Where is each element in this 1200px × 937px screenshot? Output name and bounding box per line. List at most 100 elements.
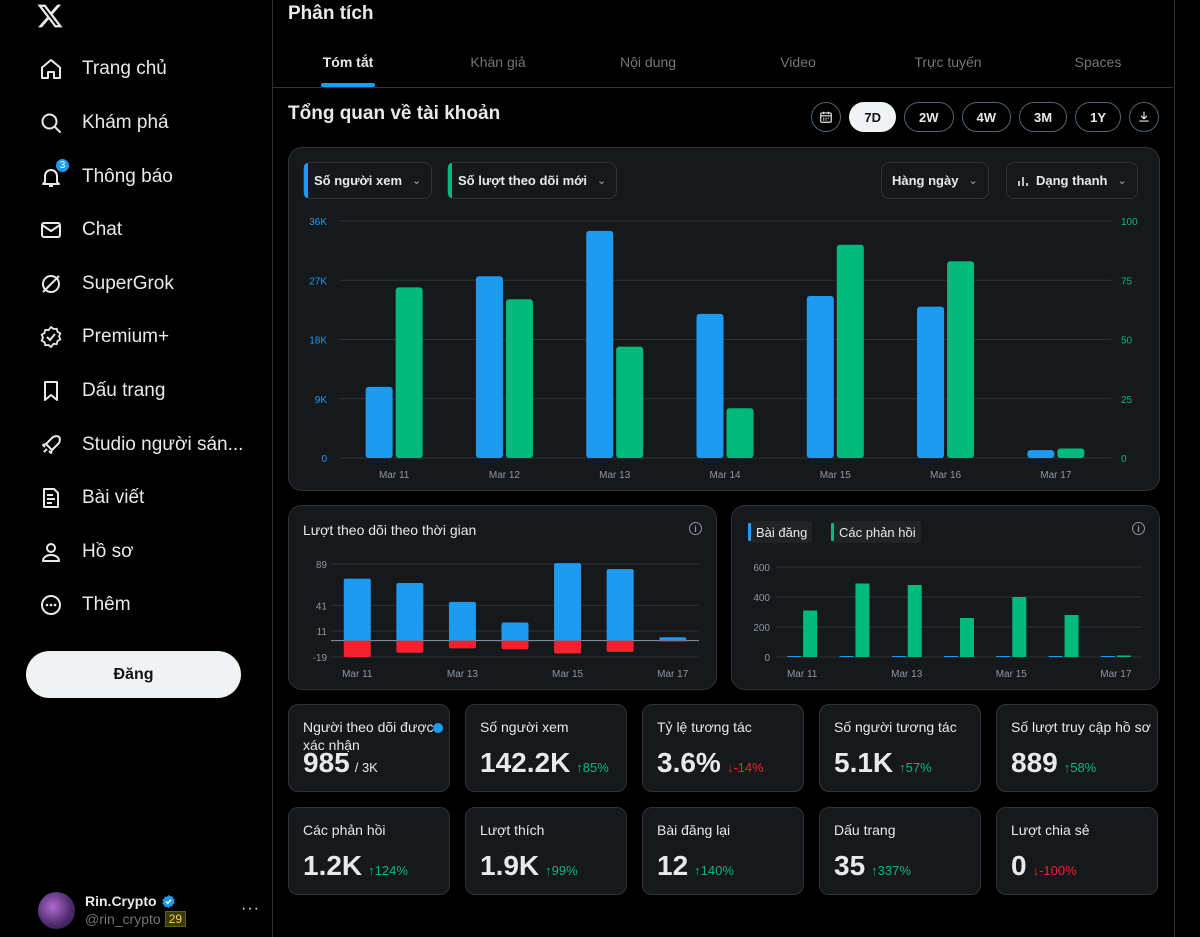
stat-card-impressions[interactable]: Số người xem 142.2K ↑85% bbox=[465, 704, 627, 792]
posts-chart-panel: Bài đăng Các phản hồi i 600 400 200 0 Mar 11… bbox=[731, 505, 1160, 690]
chevron-down-icon: ⌄ bbox=[412, 175, 422, 187]
followers-chart-title: Lượt theo dõi theo thời gian bbox=[303, 522, 477, 538]
range-2w-button[interactable]: 2W bbox=[904, 102, 954, 132]
article-icon bbox=[38, 485, 64, 511]
legend-posts[interactable]: Bài đăng bbox=[748, 521, 813, 543]
nav-chat[interactable]: Chat bbox=[26, 205, 134, 255]
info-icon[interactable]: i bbox=[1132, 522, 1145, 535]
stat-card-verified-followers[interactable]: Người theo dõi được xác nhận 985 / 3K bbox=[288, 704, 450, 792]
nav-bookmarks[interactable]: Dấu trang bbox=[26, 366, 177, 416]
y-tick-label: 400 bbox=[753, 593, 770, 604]
account-switcher[interactable]: Rin.Crypto @rin_crypto 29 ··· bbox=[38, 890, 260, 930]
nav-home[interactable]: Trang chủ bbox=[26, 44, 179, 94]
stat-value: 142.2K bbox=[480, 747, 571, 778]
info-icon[interactable]: i bbox=[689, 522, 702, 535]
stat-change: ↑99% bbox=[545, 863, 578, 878]
metric2-dropdown[interactable]: Số lượt theo dõi mới ⌄ bbox=[447, 162, 618, 199]
posts-bar-chart: 600 400 200 0 Mar 11 Mar 13 Mar 15 Mar 17 bbox=[753, 563, 1142, 680]
account-handle: @rin_crypto bbox=[85, 911, 161, 927]
stat-card-engaged-users[interactable]: Số người tương tác 5.1K ↑57% bbox=[819, 704, 981, 792]
tab-audience[interactable]: Khán giả bbox=[470, 54, 526, 70]
more-horizontal-icon[interactable]: ··· bbox=[241, 900, 260, 917]
bar-replies bbox=[1012, 597, 1027, 657]
y-tick-label: 41 bbox=[316, 601, 328, 612]
range-4w-button[interactable]: 4W bbox=[961, 102, 1012, 132]
bar-follows bbox=[396, 582, 424, 641]
range-1y-button[interactable]: 1Y bbox=[1075, 102, 1121, 132]
mail-icon bbox=[38, 217, 64, 243]
sidebar: Trang chủ Khám phá 3 Thông báo Chat Supe… bbox=[0, 0, 273, 937]
stat-card-replies[interactable]: Các phản hồi 1.2K ↑124% bbox=[288, 807, 450, 895]
stat-change: ↓-100% bbox=[1032, 863, 1077, 878]
nav-notifications[interactable]: 3 Thông báo bbox=[26, 152, 185, 202]
interval-dropdown[interactable]: Hàng ngày ⌄ bbox=[881, 162, 989, 199]
x-logo-icon[interactable] bbox=[36, 2, 64, 30]
x-tick-label: Mar 13 bbox=[599, 470, 631, 481]
search-icon bbox=[38, 110, 64, 136]
tab-content[interactable]: Nội dung bbox=[619, 54, 677, 70]
bar-posts bbox=[996, 656, 1011, 657]
nav-label: Trang chủ bbox=[82, 58, 167, 79]
nav-premium[interactable]: Premium+ bbox=[26, 312, 181, 362]
interval-label: Hàng ngày bbox=[892, 173, 959, 188]
bookmark-icon bbox=[38, 378, 64, 404]
stat-card-likes[interactable]: Lượt thích 1.9K ↑99% bbox=[465, 807, 627, 895]
nav-explore[interactable]: Khám phá bbox=[26, 98, 181, 148]
x-tick-label: Mar 15 bbox=[996, 669, 1028, 680]
bar-replies bbox=[1064, 615, 1079, 657]
nav-supergrok[interactable]: SuperGrok bbox=[26, 259, 186, 309]
post-button[interactable]: Đăng bbox=[26, 651, 241, 698]
bar-unfollows bbox=[448, 640, 476, 649]
bar-follows bbox=[501, 622, 529, 641]
bar-new-follows bbox=[726, 408, 754, 458]
bar-posts bbox=[944, 656, 958, 657]
stat-card-reposts[interactable]: Bài đăng lại 12 ↑140% bbox=[642, 807, 804, 895]
chevron-down-icon: ⌄ bbox=[968, 175, 978, 187]
tab-live[interactable]: Trực tuyến bbox=[914, 54, 982, 70]
bar-new-follows bbox=[836, 244, 864, 458]
nav-articles[interactable]: Bài viết bbox=[26, 473, 156, 523]
stat-label: Số lượt truy cập hồ sơ bbox=[1011, 719, 1151, 735]
chart-style-dropdown[interactable]: Dạng thanh ⌄ bbox=[1006, 162, 1138, 199]
stat-change: ↑140% bbox=[694, 863, 734, 878]
y-tick-label: 200 bbox=[753, 623, 770, 634]
download-button[interactable] bbox=[1129, 102, 1159, 132]
legend-replies[interactable]: Các phản hồi bbox=[831, 521, 921, 543]
y-tick-label: 89 bbox=[316, 560, 328, 571]
x-tick-label: Mar 15 bbox=[552, 669, 584, 680]
bar-posts bbox=[787, 656, 802, 657]
tab-video[interactable]: Video bbox=[780, 54, 816, 70]
nav-profile[interactable]: Hồ sơ bbox=[26, 527, 146, 577]
nav-more[interactable]: Thêm bbox=[26, 580, 143, 630]
range-7d-button[interactable]: 7D bbox=[849, 102, 897, 132]
bar-unfollows bbox=[396, 640, 424, 653]
stat-value: 889 bbox=[1011, 747, 1058, 778]
y-tick-label: -19 bbox=[313, 653, 328, 664]
stat-card-profile-visits[interactable]: Số lượt truy cập hồ sơ 889 ↑58% bbox=[996, 704, 1158, 792]
x-tick-label: Mar 11 bbox=[379, 470, 410, 481]
tab-spaces[interactable]: Spaces bbox=[1074, 54, 1122, 70]
y-right-tick-label: 50 bbox=[1121, 336, 1133, 347]
stat-sub: / 3K bbox=[354, 760, 378, 775]
bar-follows bbox=[448, 601, 476, 641]
x-tick-label: Mar 17 bbox=[1100, 669, 1132, 680]
bar-posts bbox=[839, 656, 854, 657]
y-right-tick-label: 25 bbox=[1121, 395, 1133, 406]
metric1-dropdown[interactable]: Số người xem ⌄ bbox=[303, 162, 433, 199]
nav-creator-studio[interactable]: Studio người sán... bbox=[26, 420, 255, 470]
x-tick-label: Mar 12 bbox=[489, 470, 521, 481]
tab-summary[interactable]: Tóm tắt bbox=[273, 40, 423, 87]
legend-color-marker bbox=[831, 523, 834, 541]
range-3m-button[interactable]: 3M bbox=[1019, 102, 1068, 132]
stat-card-bookmarks[interactable]: Dấu trang 35 ↑337% bbox=[819, 807, 981, 895]
nav-label: Bài viết bbox=[82, 487, 145, 508]
calendar-button[interactable] bbox=[811, 102, 842, 132]
bar-views bbox=[365, 386, 393, 458]
bar-unfollows bbox=[501, 640, 529, 650]
bar-views bbox=[917, 306, 945, 458]
bar-replies bbox=[907, 585, 922, 657]
stat-card-engagement-rate[interactable]: Tỷ lệ tương tác 3.6% ↓-14% bbox=[642, 704, 804, 792]
stat-card-shares[interactable]: Lượt chia sẻ 0 ↓-100% bbox=[996, 807, 1158, 895]
notification-count-badge: 3 bbox=[55, 158, 70, 173]
stat-value: 5.1K bbox=[834, 747, 894, 778]
